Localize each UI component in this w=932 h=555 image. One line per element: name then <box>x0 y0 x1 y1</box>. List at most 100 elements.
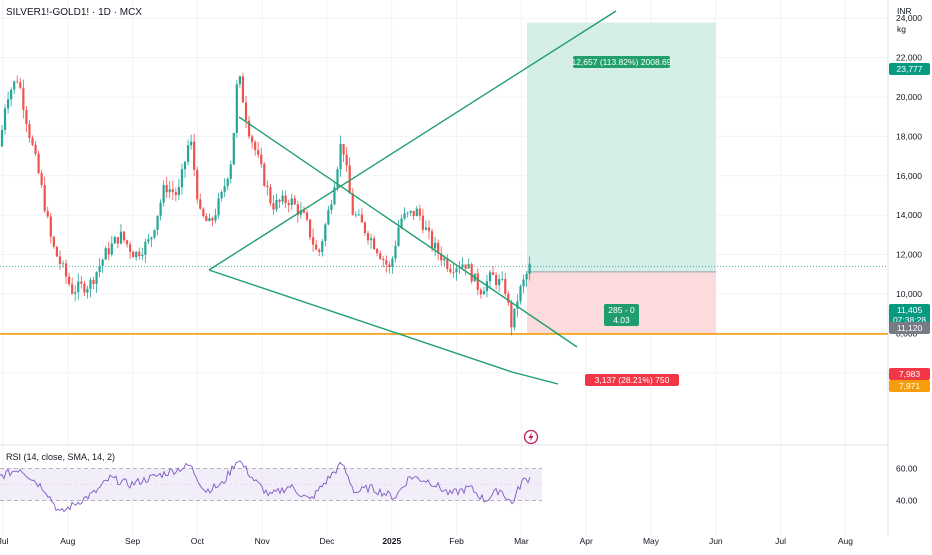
candle-body <box>77 281 80 293</box>
candle-body <box>241 76 245 103</box>
candle-body <box>55 246 58 257</box>
candle-body <box>43 184 46 211</box>
candle-body <box>421 215 424 230</box>
candle-body <box>351 193 354 215</box>
candle-body <box>397 227 400 246</box>
candle-body <box>284 195 287 204</box>
time-tick-label: Dec <box>319 536 335 546</box>
candle-body <box>369 238 373 241</box>
candle-body <box>92 279 95 285</box>
candle-body <box>61 263 65 265</box>
candle-body <box>107 248 110 255</box>
candle-body <box>308 219 312 238</box>
candle-body <box>440 253 443 261</box>
entry-price-tag-bg <box>889 322 930 334</box>
candle-body <box>388 264 391 267</box>
candle-body <box>434 242 437 249</box>
candle-body <box>437 242 440 254</box>
candle-body <box>235 84 238 134</box>
candle-body <box>281 195 284 202</box>
candle-body <box>144 241 147 255</box>
candle-body <box>104 248 107 260</box>
candles <box>0 72 531 336</box>
candle-body <box>501 279 504 280</box>
candle-body <box>190 141 193 146</box>
axis-unit: kg <box>897 24 906 34</box>
candle-body <box>495 274 498 286</box>
candle-body <box>504 279 507 294</box>
time-tick-label: May <box>643 536 660 546</box>
time-tick-label: Jul <box>0 536 9 546</box>
candle-body <box>525 273 528 280</box>
candle-body <box>382 258 385 261</box>
lower-trendline <box>208 269 559 385</box>
candle-body <box>458 267 461 269</box>
labels: 6,0008,00010,00012,00014,00016,00018,000… <box>0 6 930 546</box>
candle-body <box>141 254 144 257</box>
rsi-title: RSI (14, close, SMA, 14, 2) <box>6 452 116 462</box>
candle-body <box>519 286 522 302</box>
candle-body <box>479 289 482 295</box>
target-label: 12,657 (113.82%) 2008.69 <box>571 56 672 68</box>
stop-price-tag: 7,983 <box>889 368 930 380</box>
candle-body <box>315 244 318 250</box>
time-tick-label: Jun <box>709 536 723 546</box>
candle-body <box>40 173 43 185</box>
candle-body <box>324 224 327 242</box>
candle-body <box>156 215 159 231</box>
candle-body <box>13 81 16 90</box>
candle-body <box>125 240 129 245</box>
candle-body <box>205 216 208 222</box>
candle-body <box>482 291 485 295</box>
candle-body <box>16 81 19 83</box>
candle-body <box>226 178 229 187</box>
stop-price-tag-text: 7,983 <box>899 369 921 379</box>
candle-body <box>287 203 290 206</box>
candle-body <box>232 133 235 165</box>
time-tick-label: Apr <box>580 536 593 546</box>
time-tick-label: Oct <box>191 536 205 546</box>
last-price-tag-bg <box>889 304 930 326</box>
candle-body <box>52 236 55 247</box>
candle-body <box>443 258 446 261</box>
candle-body <box>488 272 492 282</box>
candle-body <box>452 271 455 273</box>
candle-body <box>513 308 516 328</box>
lightning-icon <box>523 429 539 445</box>
candle-body <box>275 199 278 210</box>
candle-body <box>424 227 428 230</box>
candle-body <box>461 264 464 268</box>
target-label-text: 12,657 (113.82%) 2008.69 <box>571 57 671 67</box>
support-price-tag-bg <box>889 380 930 392</box>
candle-body <box>116 237 119 244</box>
candle-body <box>278 199 281 202</box>
candle-body <box>339 144 342 170</box>
candle-body <box>363 222 367 234</box>
candle-body <box>391 258 394 267</box>
time-tick-label: Mar <box>514 536 529 546</box>
entry-price-tag: 11,120 <box>889 322 930 334</box>
candle-body <box>68 276 71 285</box>
candle-body <box>507 293 510 303</box>
candle-body <box>327 210 330 225</box>
candle-body <box>46 210 49 217</box>
stop-label-text: 3,137 (28.21%) 750 <box>595 375 670 385</box>
candle-body <box>101 259 104 266</box>
time-tick-label: Feb <box>449 536 464 546</box>
candle-body <box>296 204 299 215</box>
candle-body <box>373 238 376 250</box>
candle-body <box>34 144 37 154</box>
candle-body <box>385 260 388 265</box>
target-label-bg <box>573 56 670 68</box>
candle-body <box>119 231 123 244</box>
candle-body <box>86 288 89 293</box>
candle-body <box>257 150 260 155</box>
candle-body <box>132 251 135 258</box>
candle-body <box>89 279 92 289</box>
candle-body <box>394 245 397 259</box>
time-tick-label: 2025 <box>382 536 401 546</box>
candle-body <box>110 243 113 255</box>
grid <box>0 0 889 536</box>
